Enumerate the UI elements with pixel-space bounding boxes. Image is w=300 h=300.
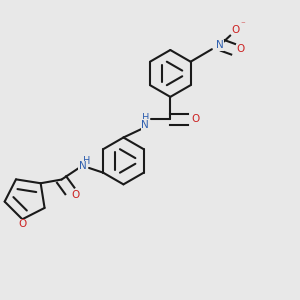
Text: H: H	[83, 156, 90, 166]
Text: N: N	[79, 161, 87, 171]
Text: ⁻: ⁻	[241, 21, 245, 30]
Text: N: N	[216, 40, 224, 50]
Text: N: N	[141, 120, 149, 130]
Text: O: O	[192, 114, 200, 124]
Text: O: O	[18, 219, 26, 229]
Text: O: O	[236, 44, 245, 54]
Text: H: H	[142, 113, 149, 123]
Text: O: O	[231, 25, 239, 35]
Text: O: O	[72, 190, 80, 200]
